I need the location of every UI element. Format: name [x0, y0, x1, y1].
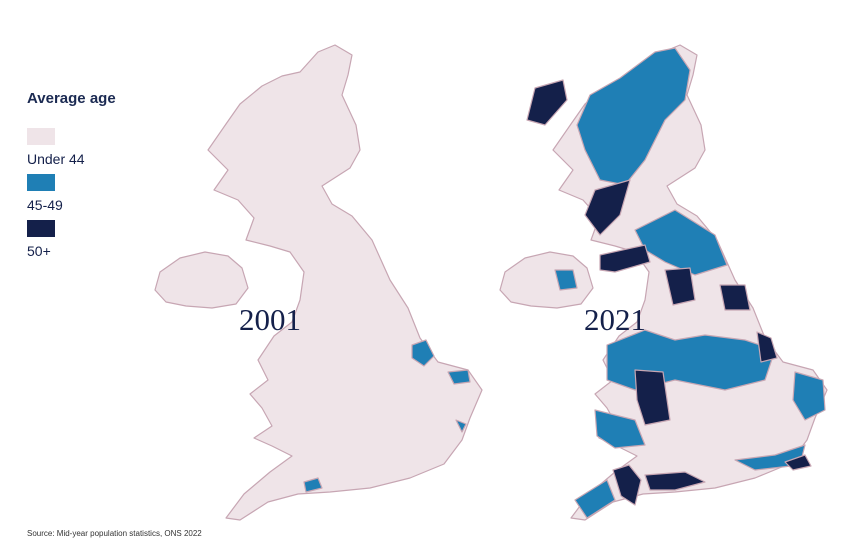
northern-ireland — [154, 251, 249, 309]
region — [526, 79, 568, 126]
region — [634, 369, 671, 426]
legend-swatch — [27, 220, 55, 237]
region — [644, 471, 706, 491]
region — [664, 267, 696, 306]
region — [455, 419, 467, 433]
region — [634, 209, 728, 276]
region — [719, 284, 751, 311]
legend-label: 45-49 — [27, 197, 63, 213]
legend-title: Average age — [27, 90, 116, 107]
legend-swatch — [27, 174, 55, 191]
great-britain — [207, 44, 483, 521]
legend-label: 50+ — [27, 243, 51, 259]
map-2001: 2001 — [154, 44, 483, 521]
year-label: 2001 — [239, 302, 301, 337]
region — [756, 331, 778, 363]
region — [594, 409, 646, 449]
region — [411, 339, 435, 367]
legend-label: Under 44 — [27, 151, 85, 167]
region — [303, 477, 323, 493]
region — [599, 244, 651, 273]
region — [784, 454, 812, 471]
northern-ireland — [499, 251, 594, 309]
legend-swatch — [27, 128, 55, 145]
region — [554, 269, 578, 291]
region — [447, 369, 471, 385]
map-2021: 2021 — [499, 44, 828, 521]
region — [576, 47, 691, 186]
region — [792, 371, 826, 421]
region — [612, 464, 642, 506]
region — [584, 179, 631, 236]
legend: Average age Under 44 45-49 50+ — [27, 90, 116, 259]
source-note: Source: Mid-year population statistics, … — [27, 529, 202, 538]
year-label: 2021 — [584, 302, 646, 337]
region — [574, 479, 616, 519]
